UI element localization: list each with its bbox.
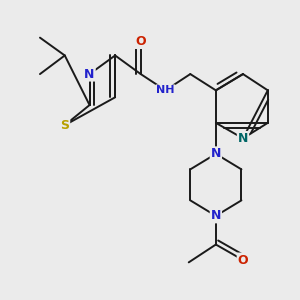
Text: N: N [238,132,248,145]
Text: N: N [211,147,221,161]
Text: N: N [84,68,95,81]
Text: O: O [135,35,146,48]
Text: NH: NH [156,85,175,95]
Text: S: S [60,119,69,132]
Text: O: O [238,254,248,266]
Text: N: N [211,209,221,222]
